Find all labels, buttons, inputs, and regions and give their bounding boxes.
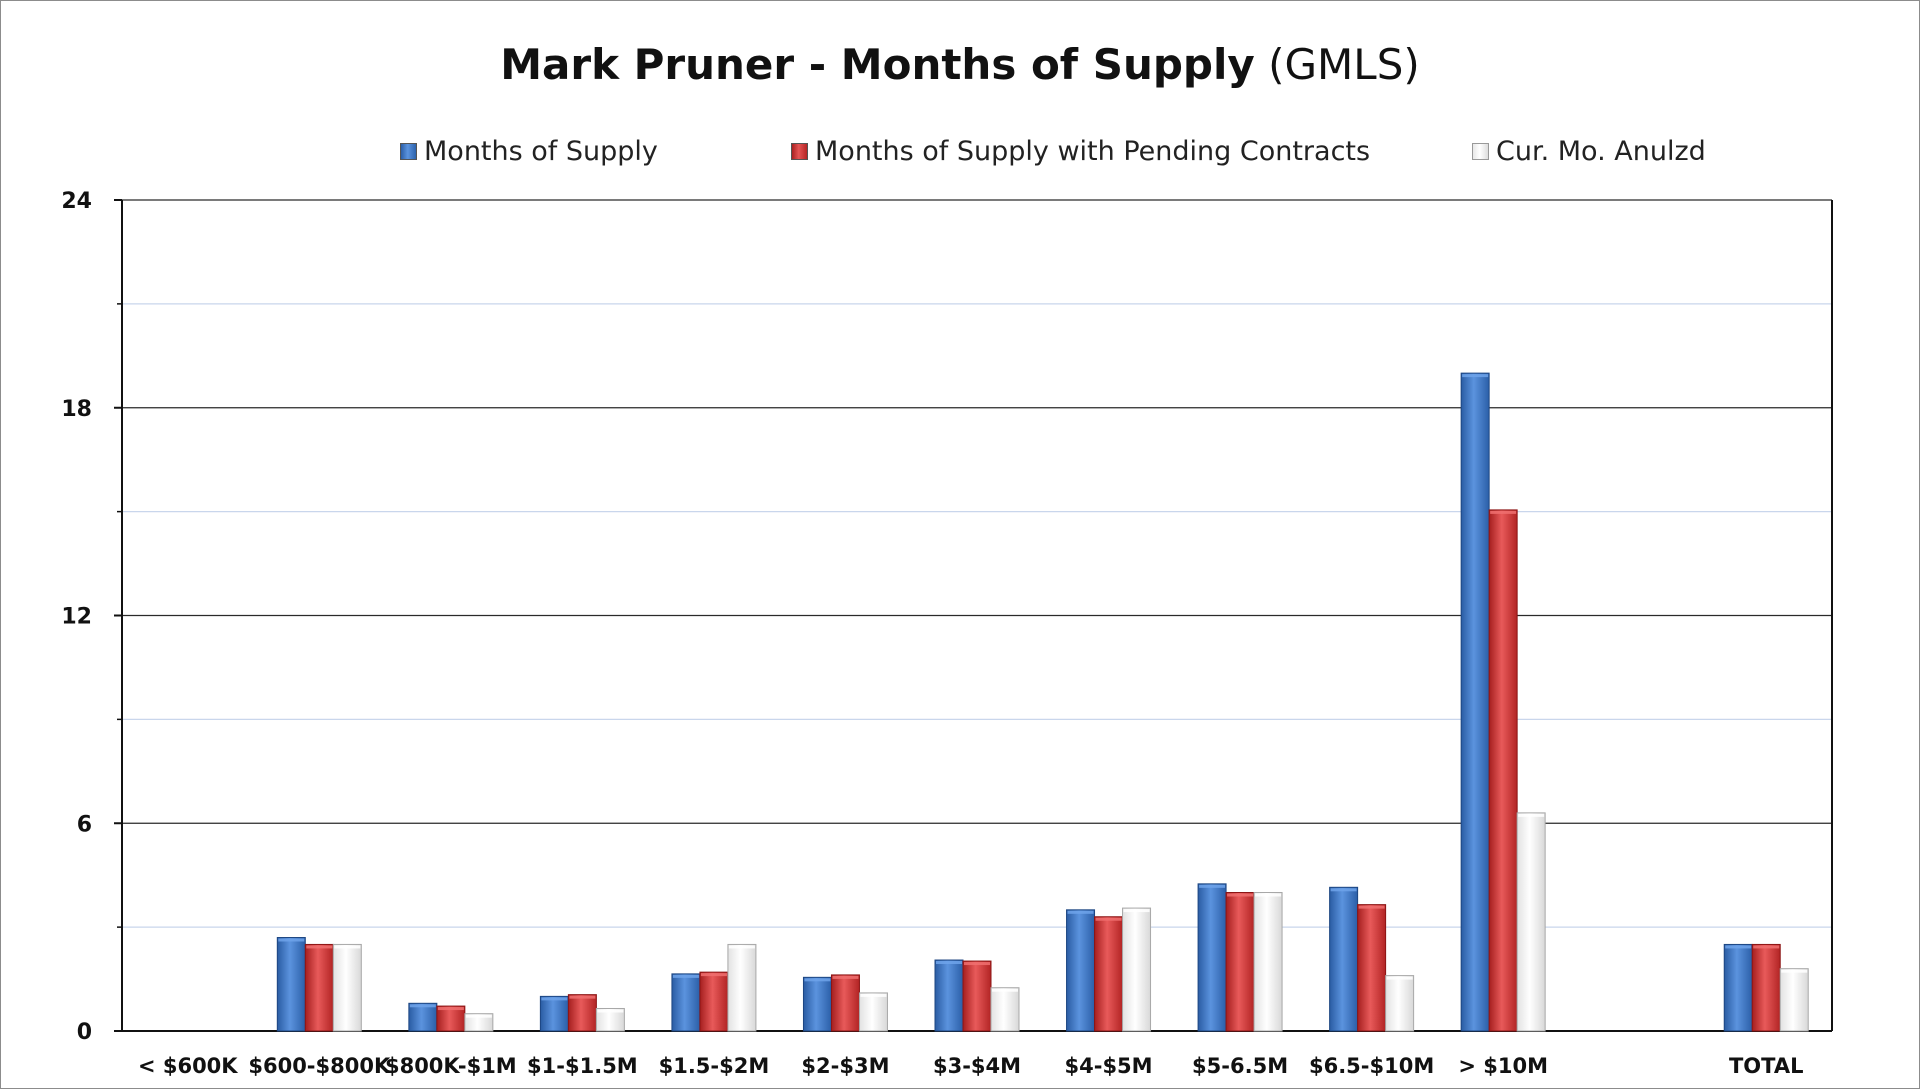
- y-tick-label: 12: [61, 605, 92, 630]
- y-tick-label: 6: [77, 812, 92, 837]
- bar-cur-mo-anulzd: [858, 992, 888, 1032]
- bar-pending-contracts: [830, 974, 860, 1032]
- x-tick-label: TOTAL: [1729, 1054, 1804, 1078]
- y-tick-label: 0: [77, 1020, 92, 1045]
- legend-swatch-white: [1472, 143, 1489, 160]
- legend-label: Months of Supply: [424, 136, 658, 167]
- bar-months-of-supply: [1329, 886, 1359, 1032]
- bar-pending-contracts: [436, 1005, 466, 1032]
- bar-months-of-supply: [1066, 909, 1096, 1032]
- bar-top-highlight: [1753, 945, 1780, 949]
- bar-top-highlight: [1462, 374, 1489, 378]
- legend-label: Months of Supply with Pending Contracts: [815, 136, 1371, 167]
- x-tick-label: $600-$800K: [248, 1054, 391, 1078]
- bar-pending-contracts: [1488, 509, 1518, 1032]
- bar-pending-contracts: [1751, 943, 1781, 1032]
- bar-top-highlight: [1227, 893, 1254, 897]
- y-tick-label: 24: [61, 189, 92, 214]
- bar-months-of-supply: [802, 976, 832, 1032]
- bar-top-highlight: [541, 997, 568, 1001]
- bar-top-highlight: [1095, 917, 1122, 921]
- bar-cur-mo-anulzd: [1779, 968, 1809, 1032]
- x-tick-label: $5-6.5M: [1192, 1054, 1288, 1078]
- legend-swatch-red: [791, 143, 808, 160]
- bar-top-highlight: [728, 945, 755, 949]
- bar-pending-contracts: [567, 994, 597, 1032]
- x-tick-label: $2-$3M: [801, 1054, 889, 1078]
- x-tick-label: < $600K: [138, 1054, 238, 1078]
- bar-top-highlight: [437, 1007, 464, 1011]
- bar-top-highlight: [597, 1009, 624, 1013]
- bar-months-of-supply: [671, 973, 701, 1032]
- legend-item-months-of-supply: Months of Supply: [400, 136, 658, 167]
- bar-pending-contracts: [1225, 892, 1255, 1032]
- chart-title-main: Mark Pruner - Months of Supply: [500, 40, 1255, 89]
- bar-top-highlight: [964, 962, 990, 966]
- bar-pending-contracts: [962, 960, 992, 1032]
- legend-swatch-blue: [400, 143, 417, 160]
- bar-top-highlight: [1330, 888, 1357, 892]
- x-tick-label: $4-$5M: [1065, 1054, 1153, 1078]
- bar-top-highlight: [804, 978, 831, 982]
- bar-pending-contracts: [1357, 904, 1387, 1032]
- bar-top-highlight: [1067, 910, 1094, 914]
- bar-pending-contracts: [1094, 916, 1124, 1032]
- bar-top-highlight: [992, 988, 1018, 992]
- bar-top-highlight: [860, 993, 887, 997]
- bar-months-of-supply: [276, 937, 306, 1032]
- bar-top-highlight: [1725, 945, 1752, 949]
- bar-top-highlight: [672, 974, 699, 978]
- bar-cur-mo-anulzd: [1253, 892, 1283, 1032]
- bar-cur-mo-anulzd: [990, 987, 1020, 1032]
- bar-top-highlight: [334, 945, 361, 949]
- bar-top-highlight: [700, 973, 727, 977]
- chart-title: Mark Pruner - Months of Supply (GMLS): [0, 40, 1920, 89]
- x-tick-label: $3-$4M: [933, 1054, 1021, 1078]
- x-tick-label: $1.5-$2M: [659, 1054, 770, 1078]
- bar-cur-mo-anulzd: [727, 943, 757, 1032]
- bar-months-of-supply: [1460, 372, 1490, 1032]
- bar-top-highlight: [1199, 884, 1226, 888]
- x-tick-label: $1-$1.5M: [527, 1054, 638, 1078]
- bar-cur-mo-anulzd: [1385, 975, 1415, 1032]
- bar-months-of-supply: [1197, 883, 1227, 1032]
- bar-months-of-supply: [934, 959, 964, 1032]
- chart-legend: Months of Supply Months of Supply with P…: [0, 136, 1920, 170]
- legend-label: Cur. Mo. Anulzd: [1496, 136, 1706, 167]
- bar-pending-contracts: [699, 971, 729, 1032]
- bar-months-of-supply: [408, 1002, 438, 1032]
- bar-top-highlight: [936, 961, 962, 965]
- bar-cur-mo-anulzd: [332, 943, 362, 1032]
- bar-months-of-supply: [539, 995, 569, 1032]
- x-tick-label: $6.5-$10M: [1309, 1054, 1434, 1078]
- bar-top-highlight: [1518, 813, 1545, 817]
- bar-months-of-supply: [1723, 943, 1753, 1032]
- bar-top-highlight: [409, 1004, 436, 1008]
- bar-top-highlight: [1781, 969, 1808, 973]
- legend-item-cur-mo-anulzd: Cur. Mo. Anulzd: [1472, 136, 1706, 167]
- bar-top-highlight: [465, 1014, 492, 1018]
- bar-top-highlight: [306, 945, 333, 949]
- bar-top-highlight: [1123, 909, 1150, 913]
- bar-cur-mo-anulzd: [1122, 907, 1152, 1032]
- bar-top-highlight: [832, 975, 859, 979]
- bar-pending-contracts: [304, 943, 334, 1032]
- bar-top-highlight: [1255, 893, 1282, 897]
- legend-item-pending-contracts: Months of Supply with Pending Contracts: [791, 136, 1370, 167]
- bar-cur-mo-anulzd: [595, 1007, 625, 1032]
- y-tick-label: 18: [61, 397, 92, 422]
- bar-top-highlight: [278, 938, 305, 942]
- bar-cur-mo-anulzd: [464, 1013, 494, 1032]
- x-tick-label: > $10M: [1458, 1054, 1548, 1078]
- bar-top-highlight: [569, 995, 596, 999]
- bar-top-highlight: [1490, 510, 1517, 514]
- bar-cur-mo-anulzd: [1516, 812, 1546, 1032]
- bar-top-highlight: [1386, 976, 1413, 980]
- bar-top-highlight: [1358, 905, 1385, 909]
- x-tick-label: $800K-$1M: [385, 1054, 517, 1078]
- chart-title-subtitle: (GMLS): [1268, 40, 1420, 89]
